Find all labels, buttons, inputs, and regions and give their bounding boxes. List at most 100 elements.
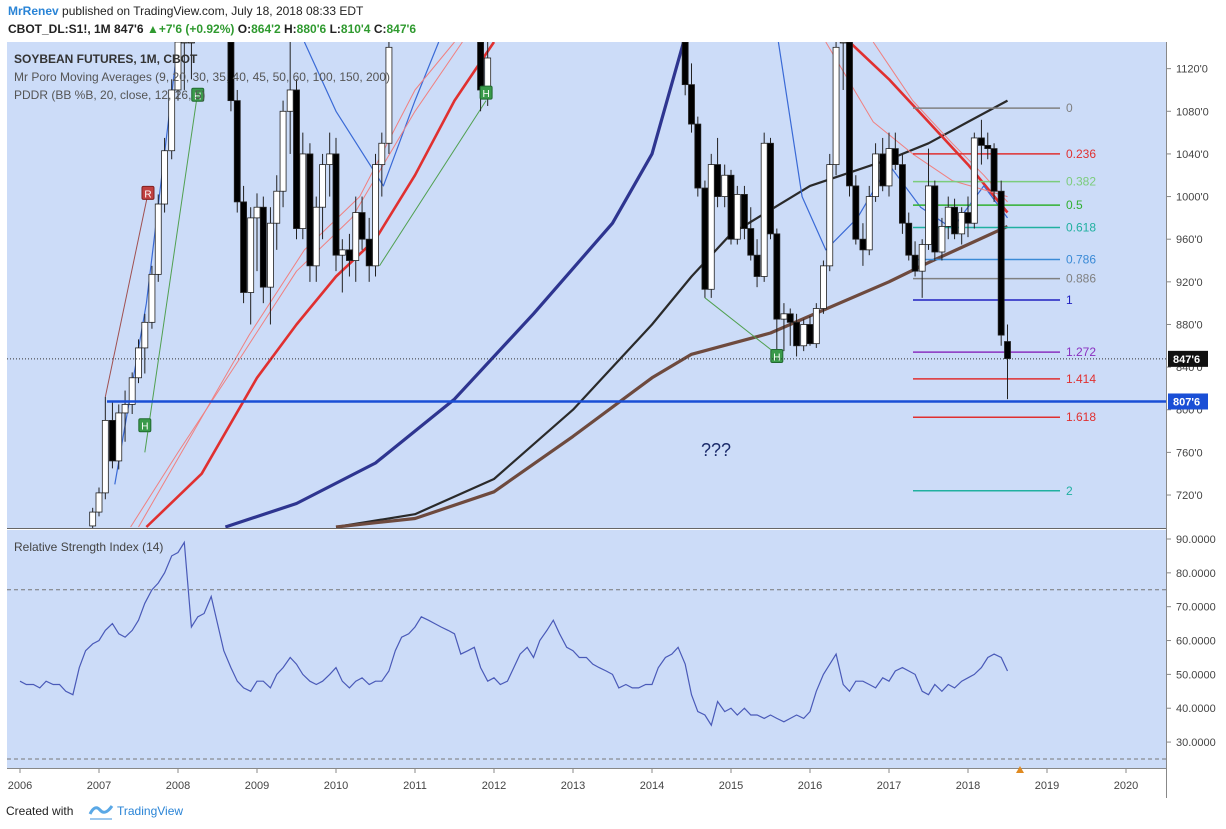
candle-up: [385, 46, 393, 144]
candle-up: [180, 42, 188, 44]
candle-up: [338, 249, 346, 256]
divergence-marker: [479, 85, 493, 100]
candle-down: [984, 144, 992, 149]
fib-level-label: 2: [1066, 484, 1073, 498]
fibonacci-levels[interactable]: 0 0.236 0.382 0.5 0.618 0.786 0.886 1 1.272 1.414…: [913, 101, 1096, 498]
rsi-legend[interactable]: Relative Strength Index (14): [14, 540, 163, 554]
candle-down: [293, 89, 300, 229]
rsi-axis-label: 60.0000: [1176, 636, 1216, 648]
rsi-axis-label: 40.0000: [1176, 703, 1216, 715]
candle-up: [273, 190, 281, 224]
rsi-axis-label: 90.0000: [1176, 534, 1216, 546]
candle-up: [885, 148, 893, 187]
candle-down: [891, 148, 899, 165]
fib-level-label: 0.5: [1066, 198, 1083, 212]
support-price-tag: [1168, 393, 1208, 410]
rsi-axis-label: 80.0000: [1176, 568, 1216, 580]
chart-svg[interactable]: 0 0.236 0.382 0.5 0.618 0.786 0.886 1 1.272 1.414…: [0, 42, 1226, 798]
publisher-link[interactable]: MrRenev: [8, 4, 59, 18]
moving-average-line: [224, 42, 686, 528]
moving-average-line: [145, 42, 496, 528]
legend-pddr[interactable]: PDDR (BB %B, 20, close, 12, 26, 5): [14, 88, 205, 102]
candle-up: [938, 226, 946, 253]
price-axis-label: 760'0: [1176, 447, 1203, 459]
candle-up: [135, 347, 142, 379]
time-axis-label: 2011: [403, 780, 427, 792]
divergence-line: [144, 92, 199, 453]
tradingview-link[interactable]: TradingView: [117, 804, 184, 818]
candle-up: [839, 42, 847, 44]
horizontal-lines[interactable]: [7, 358, 1166, 403]
last-price-tag: [1168, 350, 1208, 367]
price-axis-label: 1040'0: [1176, 149, 1209, 161]
divergence-line: [104, 193, 149, 398]
open-label: O:: [237, 22, 252, 36]
price-axis-label: 880'0: [1176, 319, 1203, 331]
candle-up: [812, 308, 820, 345]
rsi-pane-bg[interactable]: [7, 530, 1166, 768]
candle-down: [741, 194, 748, 229]
candle-up: [826, 164, 834, 267]
divergence-lines: [104, 92, 778, 453]
candle-down: [714, 164, 721, 197]
divergence-markers: R H H H H: [138, 85, 784, 433]
candle-down: [694, 123, 702, 189]
candle-up: [148, 273, 156, 323]
candle-down: [899, 164, 906, 224]
candle-down: [753, 254, 761, 277]
candle-up: [161, 150, 168, 205]
candle-down: [681, 42, 689, 86]
candle-up: [832, 46, 840, 165]
time-axis-label: 2014: [640, 780, 664, 792]
rsi-line: [19, 540, 1009, 727]
candle-down: [931, 185, 939, 253]
divergence-marker-label: H: [482, 89, 489, 100]
candle-up: [918, 244, 926, 272]
fib-level-label: 1: [1066, 293, 1073, 307]
candle-down: [859, 238, 867, 251]
candle-down: [846, 42, 853, 187]
candle-down: [227, 42, 235, 102]
candle-up: [944, 206, 952, 227]
publish-line: MrRenev published on TradingView.com, Ju…: [8, 4, 363, 18]
time-axis-bg: [7, 768, 1166, 798]
candle-down: [240, 201, 247, 293]
candle-up: [247, 217, 255, 293]
open-value: 864'2: [251, 22, 281, 36]
candle-down: [747, 228, 755, 256]
candle-up: [299, 153, 307, 229]
candle-down: [964, 212, 972, 224]
divergence-marker: [141, 185, 155, 200]
candle-up: [800, 324, 808, 347]
high-value: 880'6: [296, 22, 327, 36]
candle-up: [154, 203, 162, 275]
candle-down: [346, 249, 353, 261]
candle-up: [352, 212, 360, 261]
candle-up: [958, 212, 966, 235]
time-axis-label: 2017: [877, 780, 901, 792]
time-axis-label: 2010: [324, 780, 348, 792]
price-axis-label: 1000'0: [1176, 192, 1209, 204]
time-axis-label: 2013: [561, 780, 585, 792]
price-axis-label: 960'0: [1176, 234, 1203, 246]
candle-up: [267, 222, 274, 288]
candle-down: [358, 212, 366, 240]
moving-average-line: [335, 224, 1009, 528]
fib-level-label: 0.236: [1066, 147, 1096, 161]
fib-level-label: 0.382: [1066, 175, 1096, 189]
footer: Created with TradingView: [0, 798, 1226, 829]
candle-down: [767, 142, 774, 235]
candle-down: [990, 148, 998, 192]
quote-line: CBOT_DL:S1!, 1M 847'6 ▲+7'6 (+0.92%) O:8…: [8, 22, 416, 36]
candle-up: [780, 313, 788, 320]
candle-up: [279, 110, 287, 192]
candle-up: [141, 321, 149, 349]
candle-down: [306, 153, 314, 267]
rsi-axis-label: 30.0000: [1176, 737, 1216, 749]
tradingview-logo-icon[interactable]: [88, 800, 114, 822]
price-pane-bg[interactable]: [7, 42, 1166, 528]
legend-ma[interactable]: Mr Poro Moving Averages (9, 20, 30, 35, …: [14, 70, 390, 84]
price-change: +7'6 (+0.92%): [158, 22, 235, 36]
up-triangle-icon: ▲: [146, 22, 159, 36]
candle-down: [879, 153, 887, 187]
